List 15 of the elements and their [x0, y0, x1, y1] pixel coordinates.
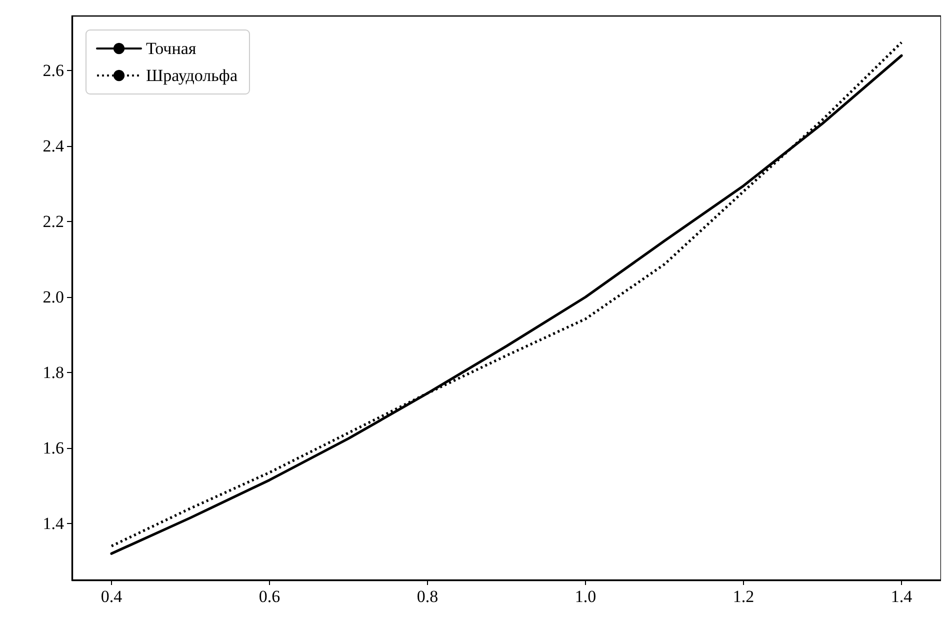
y-tick-label: 2.0 — [42, 288, 64, 307]
x-tick-label: 1.4 — [890, 587, 913, 606]
legend-label: Точная — [146, 39, 196, 58]
y-tick-label: 2.6 — [42, 61, 64, 80]
x-tick-label: 0.4 — [100, 587, 123, 606]
x-tick-label: 0.8 — [416, 587, 438, 606]
y-tick-label: 1.6 — [42, 438, 64, 458]
y-tick-label: 1.4 — [42, 514, 64, 533]
y-tick-label: 1.8 — [42, 363, 64, 382]
y-tick-label: 2.2 — [42, 212, 64, 232]
legend-label: Шраудольфа — [146, 66, 238, 85]
x-tick-label: 1.0 — [574, 587, 596, 606]
y-tick-label: 2.4 — [42, 136, 64, 156]
x-tick-label: 0.6 — [258, 587, 280, 606]
x-tick-label: 1.2 — [732, 587, 754, 606]
